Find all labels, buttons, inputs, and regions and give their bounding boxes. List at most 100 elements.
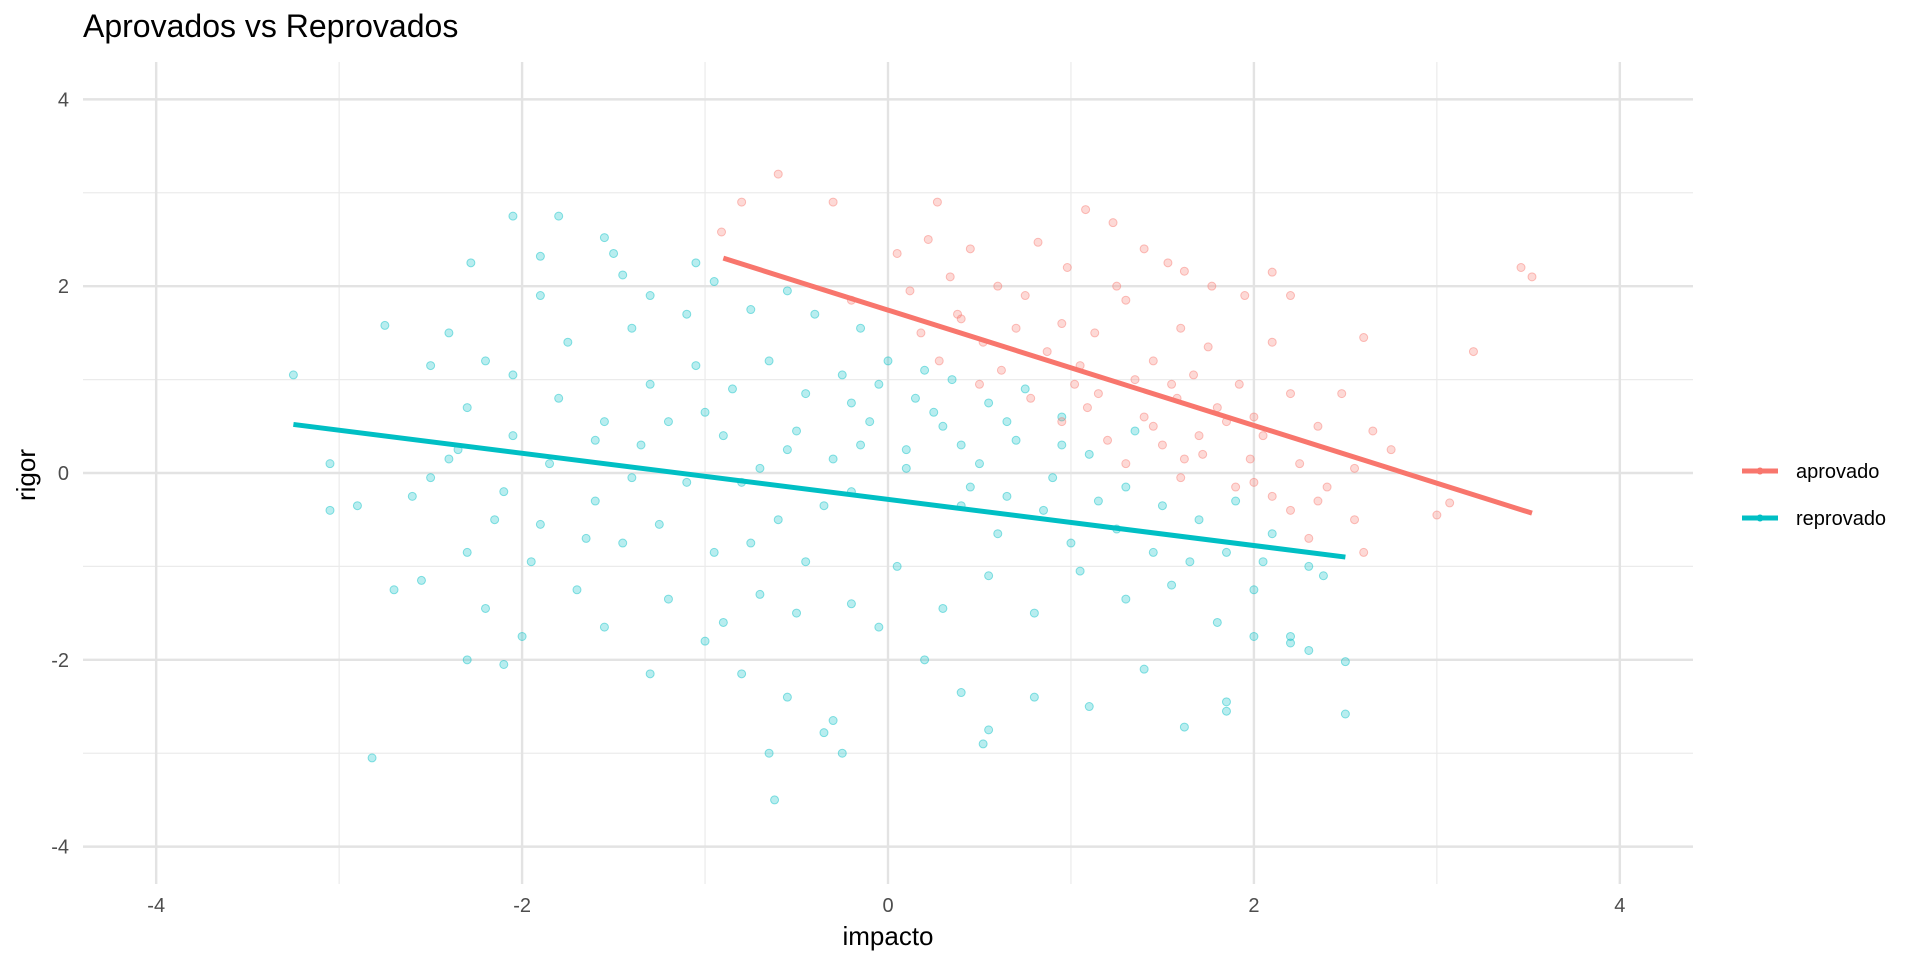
point-reprovado	[801, 557, 811, 567]
point-aprovado	[1203, 342, 1213, 352]
point-reprovado	[508, 211, 518, 221]
point-aprovado	[1090, 328, 1100, 338]
point-aprovado	[1240, 291, 1250, 301]
point-reprovado	[599, 417, 609, 427]
point-reprovado	[782, 692, 792, 702]
point-aprovado	[1286, 505, 1295, 515]
point-aprovado	[1093, 389, 1103, 399]
point-aprovado	[1033, 237, 1043, 247]
point-aprovado	[1157, 440, 1167, 450]
point-aprovado	[1139, 412, 1149, 422]
point-reprovado	[1212, 617, 1222, 627]
point-reprovado	[1194, 515, 1204, 525]
point-reprovado	[993, 529, 1003, 539]
point-reprovado	[1286, 631, 1295, 641]
point-aprovado	[1121, 295, 1131, 305]
point-reprovado	[1304, 645, 1314, 655]
point-aprovado	[1167, 379, 1177, 389]
point-reprovado	[444, 328, 454, 338]
point-reprovado	[462, 655, 472, 665]
point-reprovado	[1084, 702, 1094, 712]
x-tick-labels: -4 -2 0 2 4	[147, 895, 1625, 917]
point-reprovado	[481, 356, 490, 366]
point-reprovado	[645, 291, 655, 301]
point-aprovado	[1245, 454, 1255, 464]
legend-label-reprovado: reprovado	[1796, 508, 1886, 530]
point-aprovado	[828, 197, 838, 207]
point-reprovado	[691, 258, 701, 268]
point-reprovado	[627, 323, 637, 333]
point-reprovado	[1066, 538, 1076, 548]
point-reprovado	[508, 370, 518, 380]
point-reprovado	[599, 622, 609, 632]
point-reprovado	[545, 459, 555, 469]
point-aprovado	[1179, 454, 1189, 464]
point-reprovado	[1029, 608, 1039, 618]
point-aprovado	[1234, 379, 1244, 389]
point-reprovado	[609, 248, 619, 258]
point-aprovado	[1359, 547, 1369, 557]
point-aprovado	[717, 227, 727, 237]
chart-title: Aprovados vs Reprovados	[83, 8, 459, 44]
point-reprovado	[938, 421, 948, 431]
point-reprovado	[737, 669, 747, 679]
point-aprovado	[1108, 218, 1118, 228]
point-reprovado	[462, 403, 472, 413]
x-tick-label: 4	[1614, 895, 1625, 917]
point-reprovado	[1185, 557, 1195, 567]
point-reprovado	[407, 491, 417, 501]
point-aprovado	[932, 197, 942, 207]
point-aprovado	[1249, 412, 1259, 422]
point-reprovado	[792, 608, 802, 618]
trend-line-reprovado	[293, 421, 1346, 560]
point-reprovado	[892, 561, 902, 571]
point-reprovado	[645, 379, 655, 389]
point-reprovado	[1318, 571, 1328, 581]
point-aprovado	[1267, 491, 1277, 501]
point-reprovado	[535, 519, 545, 529]
point-reprovado	[499, 659, 509, 669]
point-aprovado	[1121, 459, 1131, 469]
point-aprovado	[1313, 496, 1323, 506]
point-reprovado	[389, 585, 399, 595]
point-aprovado	[1163, 258, 1173, 268]
legend: aprovado reprovado	[1742, 461, 1886, 530]
point-reprovado	[599, 233, 609, 243]
point-reprovado	[1057, 440, 1067, 450]
point-reprovado	[627, 473, 637, 483]
point-aprovado	[965, 244, 975, 254]
point-reprovado	[367, 753, 377, 763]
point-reprovado	[1057, 412, 1067, 422]
point-reprovado	[1048, 473, 1058, 483]
point-reprovado	[1121, 594, 1131, 604]
point-reprovado	[517, 631, 527, 641]
point-reprovado	[581, 533, 591, 543]
point-reprovado	[828, 454, 838, 464]
point-reprovado	[901, 445, 911, 455]
point-aprovado	[1103, 435, 1113, 445]
point-reprovado	[691, 361, 701, 371]
point-reprovado	[718, 431, 728, 441]
point-reprovado	[1002, 417, 1012, 427]
point-aprovado	[1359, 333, 1369, 343]
point-reprovado	[938, 603, 948, 613]
point-reprovado	[837, 370, 847, 380]
point-aprovado	[1304, 533, 1314, 543]
point-reprovado	[828, 716, 838, 726]
point-reprovado	[746, 305, 756, 315]
point-reprovado	[718, 617, 728, 627]
point-reprovado	[920, 655, 930, 665]
y-tick-label: -4	[51, 837, 69, 859]
point-aprovado	[1386, 445, 1396, 455]
point-reprovado	[700, 407, 710, 417]
point-reprovado	[837, 748, 847, 758]
point-reprovado	[920, 365, 930, 375]
point-reprovado	[846, 398, 856, 408]
point-aprovado	[1176, 323, 1186, 333]
point-reprovado	[416, 575, 426, 585]
point-reprovado	[984, 398, 994, 408]
legend-key-point-aprovado	[1756, 467, 1764, 475]
point-aprovado	[1057, 417, 1067, 427]
legend-key-point-reprovado	[1756, 514, 1764, 522]
